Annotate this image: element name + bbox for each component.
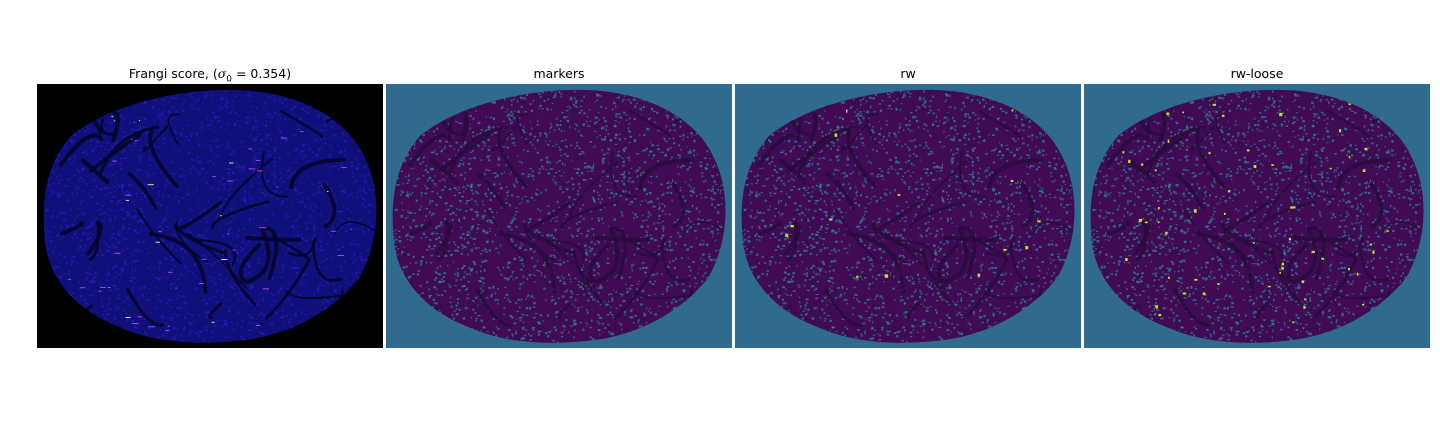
panel-title-markers: markers — [533, 66, 585, 81]
rw-image — [735, 84, 1081, 348]
rw-loose-image — [1084, 84, 1430, 348]
panel-title-rw-loose: rw-loose — [1230, 66, 1284, 81]
frangi-score-image — [37, 84, 383, 348]
frangi-title-value: = 0.354) — [231, 66, 292, 81]
panel-title-rw: rw — [900, 66, 916, 81]
rw-canvas — [735, 84, 1081, 348]
frangi-title-prefix: Frangi score, ( — [128, 66, 218, 81]
rw-loose-canvas — [1084, 84, 1430, 348]
sigma-subscript: 0 — [226, 74, 232, 85]
frangi-score-canvas — [37, 84, 383, 348]
markers-canvas — [386, 84, 732, 348]
panel-title-frangi: Frangi score, (σ0 = 0.354) — [37, 66, 383, 85]
markers-image — [386, 84, 732, 348]
sigma-symbol: σ — [217, 66, 227, 81]
